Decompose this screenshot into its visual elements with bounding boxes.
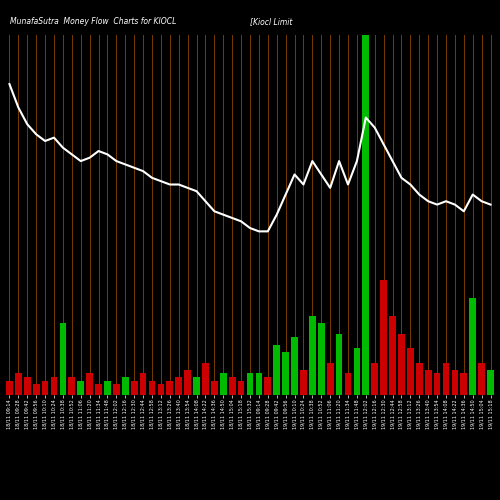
Bar (291, 338, 298, 395)
Bar (184, 370, 191, 395)
Text: MunafaSutra  Money Flow  Charts for KIOCL: MunafaSutra Money Flow Charts for KIOCL (10, 18, 176, 26)
Bar (452, 370, 458, 395)
Bar (487, 370, 494, 395)
Bar (434, 374, 440, 395)
Bar (60, 323, 66, 395)
Bar (50, 377, 58, 395)
Bar (309, 316, 316, 395)
Bar (398, 334, 405, 395)
Text: [Kiocl Limit: [Kiocl Limit (250, 18, 292, 26)
Bar (202, 362, 209, 395)
Bar (211, 380, 218, 395)
Bar (372, 362, 378, 395)
Bar (264, 377, 271, 395)
Bar (362, 35, 369, 395)
Bar (140, 374, 146, 395)
Bar (238, 380, 244, 395)
Bar (78, 380, 84, 395)
Bar (158, 384, 164, 395)
Bar (478, 362, 485, 395)
Bar (416, 362, 422, 395)
Bar (282, 352, 289, 395)
Bar (442, 362, 450, 395)
Bar (95, 384, 102, 395)
Bar (354, 348, 360, 395)
Bar (246, 374, 254, 395)
Bar (24, 377, 30, 395)
Bar (104, 380, 111, 395)
Bar (220, 374, 226, 395)
Bar (166, 380, 173, 395)
Bar (131, 380, 138, 395)
Bar (15, 374, 22, 395)
Bar (193, 377, 200, 395)
Bar (33, 384, 40, 395)
Bar (122, 377, 128, 395)
Bar (389, 316, 396, 395)
Bar (425, 370, 432, 395)
Bar (344, 374, 352, 395)
Bar (407, 348, 414, 395)
Bar (6, 380, 13, 395)
Bar (68, 377, 75, 395)
Bar (460, 374, 467, 395)
Bar (148, 380, 156, 395)
Bar (470, 298, 476, 395)
Bar (42, 380, 48, 395)
Bar (327, 362, 334, 395)
Bar (336, 334, 342, 395)
Bar (113, 384, 119, 395)
Bar (176, 377, 182, 395)
Bar (380, 280, 387, 395)
Bar (318, 323, 324, 395)
Bar (300, 370, 307, 395)
Bar (274, 344, 280, 395)
Bar (256, 374, 262, 395)
Bar (86, 374, 93, 395)
Bar (229, 377, 235, 395)
